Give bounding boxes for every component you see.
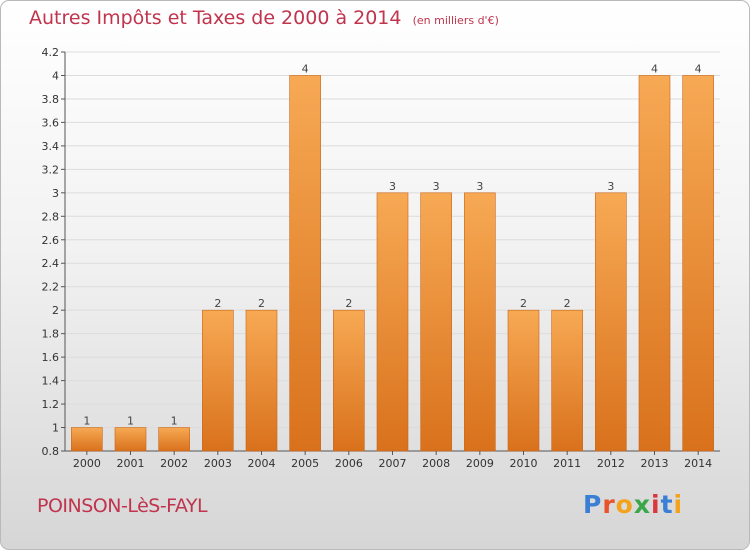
data-label: 2	[214, 297, 221, 310]
bar-2014	[682, 75, 714, 452]
y-tick-label: 1.4	[42, 375, 60, 388]
bar-2001	[114, 427, 147, 452]
logo-letter: x	[633, 490, 651, 519]
bar-2013	[638, 75, 671, 452]
x-tick-label: 2006	[335, 457, 363, 470]
bar-2002	[158, 427, 190, 452]
y-tick-label: 3	[52, 187, 59, 200]
y-tick-label: 2	[52, 304, 59, 317]
data-label: 2	[258, 297, 265, 310]
y-tick-label: 3.4	[42, 140, 60, 153]
x-tick-label: 2003	[204, 457, 232, 470]
bar-2010	[507, 309, 540, 452]
logo-letter: r	[602, 490, 616, 519]
bar-2012	[595, 192, 627, 452]
x-tick-label: 2002	[160, 457, 188, 470]
bar-2004	[245, 309, 278, 452]
y-tick-label: 4.2	[42, 46, 60, 59]
bar-2005	[289, 75, 321, 452]
x-tick-label: 2007	[379, 457, 407, 470]
data-label: 4	[302, 62, 309, 75]
y-tick-label: 2.4	[42, 257, 60, 270]
x-tick-label: 2013	[641, 457, 669, 470]
data-label: 3	[476, 180, 483, 193]
data-label: 3	[389, 180, 396, 193]
x-tick-label: 2012	[597, 457, 625, 470]
title-row: Autres Impôts et Taxes de 2000 à 2014 (e…	[29, 7, 499, 29]
y-tick-label: 2.2	[42, 281, 60, 294]
logo-letter: o	[615, 490, 634, 519]
x-tick-label: 2004	[248, 457, 276, 470]
x-tick-label: 2011	[553, 457, 581, 470]
commune-name: POINSON-LèS-FAYL	[37, 495, 208, 517]
chart-title: Autres Impôts et Taxes de 2000 à 2014	[29, 7, 402, 29]
bar-2011	[551, 309, 583, 452]
y-tick-label: 1.6	[42, 351, 60, 364]
y-tick-label: 1.2	[42, 398, 60, 411]
logo-letter: i	[651, 490, 661, 519]
data-label: 4	[651, 62, 658, 75]
logo-letter: t	[660, 490, 674, 519]
y-tick-label: 2.8	[42, 210, 60, 223]
data-label: 4	[695, 62, 702, 75]
data-label: 1	[83, 415, 90, 428]
data-label: 1	[127, 415, 134, 428]
bar-2008	[420, 192, 452, 452]
y-tick-label: 4	[52, 69, 59, 82]
bar-2009	[464, 192, 496, 452]
y-tick-label: 2.6	[42, 234, 60, 247]
y-tick-label: 1	[52, 422, 59, 435]
y-tick-label: 3.8	[42, 93, 60, 106]
y-tick-label: 1.8	[42, 328, 60, 341]
x-tick-label: 2008	[422, 457, 450, 470]
bar-2003	[202, 309, 234, 452]
logo-letter: P	[583, 490, 603, 519]
y-tick-label: 3.2	[42, 163, 60, 176]
logo-letter: i	[673, 490, 684, 519]
x-tick-label: 2010	[510, 457, 538, 470]
chart-subtitle: (en milliers d'€)	[412, 14, 499, 27]
x-tick-label: 2000	[73, 457, 101, 470]
bar-2000	[71, 427, 103, 452]
data-label: 1	[171, 415, 178, 428]
x-tick-label: 2009	[466, 457, 494, 470]
bar-2006	[333, 309, 365, 452]
bar-2007	[376, 192, 409, 452]
data-label: 3	[607, 180, 614, 193]
proxiti-logo: Proxiti	[583, 490, 683, 519]
y-tick-label: 3.6	[42, 116, 60, 129]
x-tick-label: 2014	[684, 457, 712, 470]
y-tick-label: 0.8	[42, 445, 60, 458]
x-tick-label: 2001	[117, 457, 145, 470]
data-label: 2	[564, 297, 571, 310]
data-label: 3	[433, 180, 440, 193]
data-label: 2	[345, 297, 352, 310]
x-tick-label: 2005	[291, 457, 319, 470]
data-label: 2	[520, 297, 527, 310]
